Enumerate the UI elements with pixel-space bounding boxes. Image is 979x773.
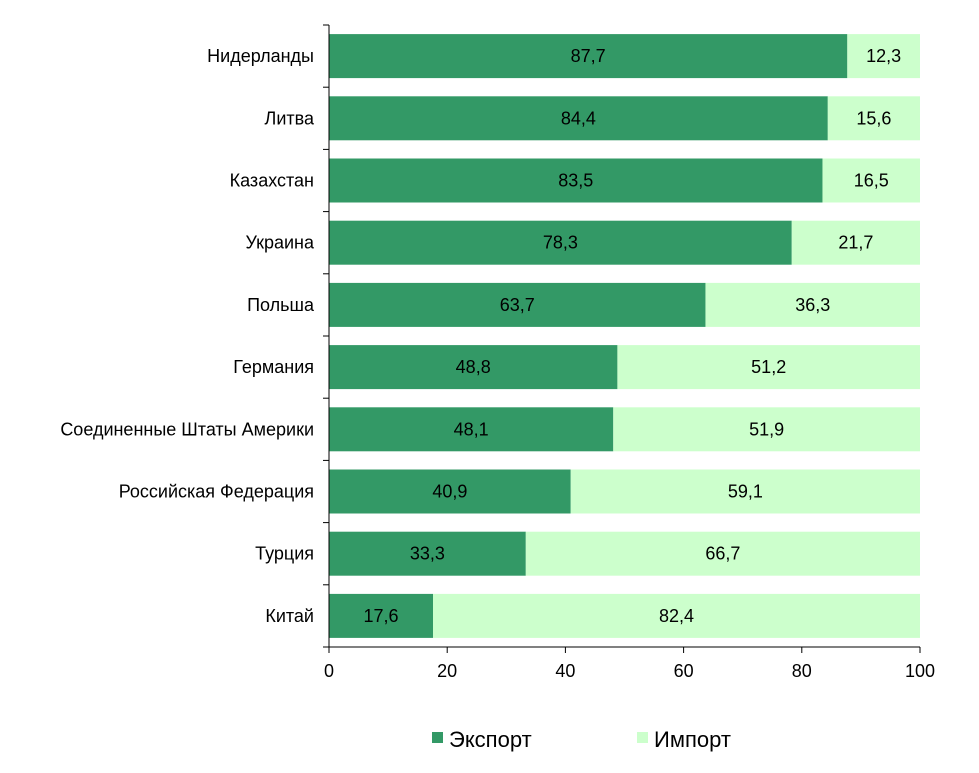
x-tick-label-4: 80	[792, 661, 812, 681]
data-label-export-6: 48,1	[454, 419, 489, 439]
x-tick-label-1: 20	[437, 661, 457, 681]
bar-export-9	[329, 593, 434, 638]
category-label-7: Российская Федерация	[119, 482, 314, 502]
data-label-export-5: 48,8	[456, 357, 491, 377]
data-label-export-7: 40,9	[432, 482, 467, 502]
category-label-0: Нидерланды	[207, 46, 314, 66]
bar-export-4	[329, 282, 706, 327]
bar-import-3	[791, 220, 920, 265]
bar-import-8	[525, 531, 920, 576]
bar-import-4	[705, 282, 920, 327]
bar-import-6	[613, 407, 920, 452]
data-label-export-1: 84,4	[561, 108, 596, 128]
category-label-8: Турция	[255, 544, 314, 564]
bar-export-5	[329, 345, 618, 390]
category-label-3: Украина	[245, 233, 315, 253]
data-label-import-1: 15,6	[856, 108, 891, 128]
bar-export-1	[329, 96, 828, 141]
x-tick-label-5: 100	[905, 661, 935, 681]
category-label-9: Китай	[265, 606, 314, 626]
bar-export-6	[329, 407, 614, 452]
data-label-export-8: 33,3	[410, 544, 445, 564]
data-label-import-0: 12,3	[866, 46, 901, 66]
bar-export-7	[329, 469, 571, 514]
category-label-4: Польша	[247, 295, 315, 315]
data-label-import-6: 51,9	[749, 419, 784, 439]
bar-import-1	[827, 96, 920, 141]
bar-import-2	[822, 158, 920, 203]
bar-import-9	[433, 593, 920, 638]
bar-export-3	[329, 220, 792, 265]
category-label-6: Соединенные Штаты Америки	[60, 419, 314, 439]
bar-export-0	[329, 34, 848, 79]
x-tick-label-3: 60	[674, 661, 694, 681]
category-label-5: Германия	[233, 357, 314, 377]
data-label-import-7: 59,1	[728, 482, 763, 502]
bars-layer	[329, 34, 920, 638]
legend-swatch-import	[637, 732, 648, 743]
category-label-1: Литва	[265, 108, 315, 128]
axes-layer	[323, 24, 921, 653]
data-label-import-9: 82,4	[659, 606, 694, 626]
data-label-export-0: 87,7	[571, 46, 606, 66]
bar-import-0	[847, 34, 920, 79]
bar-import-5	[617, 345, 920, 390]
data-label-export-2: 83,5	[558, 171, 593, 191]
data-label-export-9: 17,6	[363, 606, 398, 626]
legend-swatch-export	[432, 732, 443, 743]
data-label-import-3: 21,7	[838, 233, 873, 253]
bar-import-7	[570, 469, 920, 514]
data-label-import-2: 16,5	[854, 171, 889, 191]
data-label-export-3: 78,3	[543, 233, 578, 253]
legend-label-import: Импорт	[654, 727, 731, 752]
x-tick-label-0: 0	[324, 661, 334, 681]
data-label-import-8: 66,7	[705, 544, 740, 564]
data-label-export-4: 63,7	[500, 295, 535, 315]
bar-export-8	[329, 531, 526, 576]
bar-export-2	[329, 158, 823, 203]
labels-layer: 87,7 12,3 Нидерланды 84,4 15,6 Литва 83,5 16,5 К…	[60, 46, 935, 681]
legend-label-export: Экспорт	[449, 727, 532, 752]
data-label-import-5: 51,2	[751, 357, 786, 377]
category-label-2: Казахстан	[230, 171, 314, 191]
data-label-import-4: 36,3	[795, 295, 830, 315]
x-tick-label-2: 40	[555, 661, 575, 681]
legend: Экспорт Импорт	[432, 727, 731, 752]
